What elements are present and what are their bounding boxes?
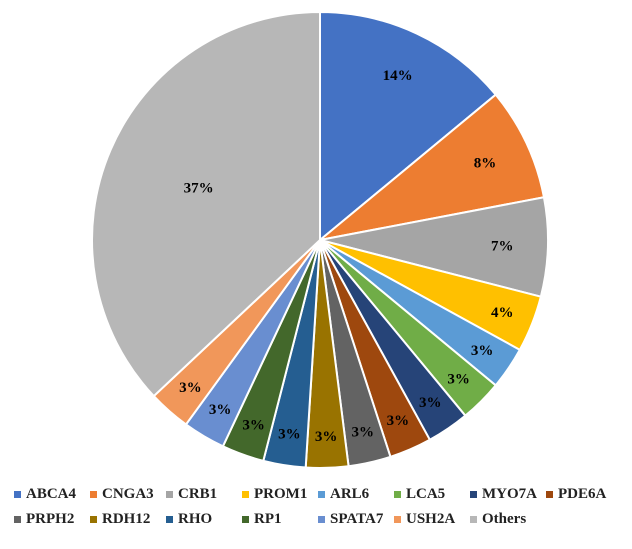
- legend-label: PRPH2: [26, 511, 75, 527]
- legend-swatch: [470, 516, 477, 523]
- legend-swatch: [546, 491, 553, 498]
- legend-label: MYO7A: [482, 486, 537, 502]
- pie-chart: 14%8%7%4%3%3%3%3%3%3%3%3%3%3%37%: [91, 10, 549, 469]
- legend-swatch: [90, 491, 97, 498]
- legend-item-crb1: CRB1: [166, 486, 242, 503]
- data-label-pde6a: 3%: [387, 413, 410, 429]
- pie-slice-others: [91, 10, 321, 398]
- data-label-spata7: 3%: [209, 402, 232, 418]
- legend-swatch: [470, 491, 477, 498]
- legend-label: LCA5: [406, 486, 446, 502]
- pie-slice-cnga3: [319, 93, 546, 241]
- pie-slice-abca4: [319, 10, 498, 243]
- legend-label: Others: [482, 511, 527, 527]
- legend-label: RDH12: [102, 511, 151, 527]
- legend-swatch: [242, 516, 249, 523]
- legend-label: PROM1: [254, 486, 308, 502]
- legend-label: ABCA4: [26, 486, 77, 502]
- legend-swatch: [166, 491, 173, 498]
- legend-label: CNGA3: [102, 486, 154, 502]
- legend-item-lca5: LCA5: [394, 486, 470, 503]
- data-label-lca5: 3%: [447, 372, 470, 388]
- legend-swatch: [318, 491, 325, 498]
- legend-item-ush2a: USH2A: [394, 511, 470, 528]
- legend-swatch: [14, 516, 21, 523]
- data-label-ush2a: 3%: [179, 380, 202, 396]
- legend: ABCA4 CNGA3 CRB1 PROM1 ARL6 LCA5 MYO7A PDE6A PRP…: [14, 486, 624, 528]
- legend-item-rdh12: RDH12: [90, 511, 166, 528]
- legend-item-rho: RHO: [166, 511, 242, 528]
- data-label-cnga3: 8%: [474, 155, 497, 171]
- legend-swatch: [242, 491, 249, 498]
- legend-item-cnga3: CNGA3: [90, 486, 166, 503]
- legend-item-pde6a: PDE6A: [546, 486, 622, 503]
- legend-item-myo7a: MYO7A: [470, 486, 546, 503]
- legend-item-others: Others: [470, 511, 546, 528]
- legend-item-prom1: PROM1: [242, 486, 318, 503]
- data-label-prph2: 3%: [352, 424, 375, 440]
- legend-label: USH2A: [406, 511, 456, 527]
- legend-swatch: [394, 516, 401, 523]
- legend-swatch: [90, 516, 97, 523]
- legend-label: ARL6: [330, 486, 370, 502]
- legend-label: SPATA7: [330, 511, 384, 527]
- data-label-crb1: 7%: [491, 239, 514, 255]
- legend-item-abca4: ABCA4: [14, 486, 90, 503]
- legend-swatch: [318, 516, 325, 523]
- data-label-abca4: 14%: [383, 68, 413, 84]
- legend-swatch: [394, 491, 401, 498]
- data-label-prom1: 4%: [491, 305, 514, 321]
- legend-label: CRB1: [178, 486, 218, 502]
- data-label-rdh12: 3%: [315, 429, 338, 445]
- data-label-myo7a: 3%: [419, 395, 442, 411]
- legend-label: RP1: [254, 511, 282, 527]
- legend-label: RHO: [178, 511, 213, 527]
- legend-item-rp1: RP1: [242, 511, 318, 528]
- legend-item-prph2: PRPH2: [14, 511, 90, 528]
- data-label-rho: 3%: [278, 427, 301, 443]
- legend-swatch: [166, 516, 173, 523]
- data-label-rp1: 3%: [242, 417, 265, 433]
- legend-label: PDE6A: [558, 486, 607, 502]
- legend-item-spata7: SPATA7: [318, 511, 394, 528]
- legend-item-arl6: ARL6: [318, 486, 394, 503]
- data-label-arl6: 3%: [471, 343, 494, 359]
- data-label-others: 37%: [184, 180, 214, 196]
- legend-swatch: [14, 491, 21, 498]
